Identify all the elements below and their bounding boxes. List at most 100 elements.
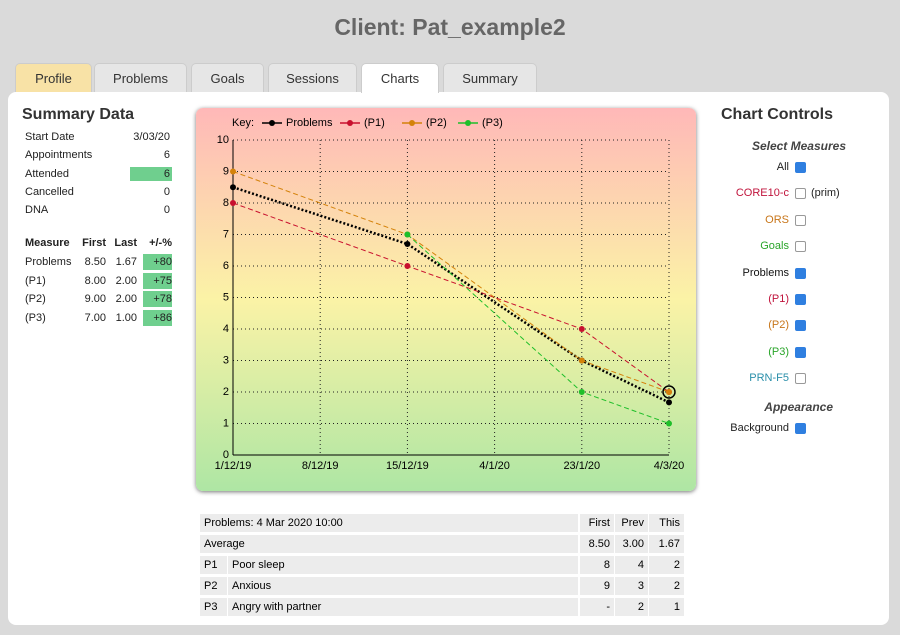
y-tick-label: 2 [223,386,229,398]
measure-cell: +75 [143,272,172,289]
table-cell: 1.67 [649,535,684,553]
measure-cell: 9.00 [84,293,106,305]
table-cell: P2 [200,577,227,595]
x-tick-label: 4/1/20 [479,460,510,472]
measure-label: Goals [760,240,789,253]
table-cell: - [580,598,614,616]
tab[interactable]: Charts [361,63,439,93]
y-tick-label: 0 [223,449,229,461]
measure-header: Measure [25,237,70,249]
x-tick-label: 8/12/19 [302,460,339,472]
measure-cell: (P3) [25,311,46,324]
table-cell: P3 [200,598,227,616]
tab[interactable]: Sessions [268,63,357,92]
checkbox[interactable] [795,346,806,358]
table-cell: 9 [580,577,614,595]
checkbox[interactable] [795,320,806,332]
x-tick-label: 1/12/19 [215,460,252,472]
summary-title: Summary Data [22,106,135,123]
series-line [232,171,670,393]
chart: 0 1 2 3 4 5 6 7 8 9 10 1/12/19 8/12/19 15/12/19 4/1/20… [196,108,696,491]
table-cell: Poor sleep [228,556,578,574]
table-cell: Average [200,535,578,553]
chart-background [196,108,696,491]
measure-label: (P1) [768,293,789,305]
legend-label: Problems [286,117,333,129]
point [578,326,585,332]
tab[interactable]: Profile [15,63,92,92]
measure-label: All [776,161,789,173]
table-cell: 3.00 [615,535,648,553]
point [578,357,585,364]
controls-title: Chart Controls [721,106,833,123]
measure-cell: +86 [143,309,172,326]
table-header: Problems: 4 Mar 2020 10:00 [200,514,578,532]
table-cell: P1 [200,556,227,574]
table-cell: 4 [615,556,648,574]
summary-value: 3/03/20 [133,131,170,143]
checkbox[interactable] [795,188,806,200]
summary-label: Start Date [25,131,75,143]
point [666,399,672,406]
measure-cell: 1.67 [115,256,137,268]
table-cell: 2 [615,598,648,616]
table-header: Prev [615,514,648,532]
table-cell: 2 [649,577,684,595]
measures-title: Select Measures [751,139,846,153]
checkbox[interactable] [795,267,806,279]
point [404,231,411,238]
target [662,385,676,399]
measure-cell: 8.50 [84,256,106,268]
x-tick-label: 23/1/20 [563,460,600,472]
legend-title: Key: [232,117,254,129]
series-line [232,186,670,404]
legend-dot [465,120,471,126]
measure-note: (prim) [811,187,840,200]
point [404,240,411,247]
checkbox[interactable] [795,241,806,253]
measure-label: Problems [742,266,789,279]
summary-label: Appointments [25,149,93,162]
measure-cell: 2.00 [115,293,137,305]
table-header: First [580,514,614,532]
legend-label: (P2) [426,117,447,129]
table-cell: 3 [615,577,648,595]
point [230,184,236,191]
tab[interactable]: Problems [94,63,187,92]
checkbox[interactable] [795,294,806,305]
point [230,168,236,175]
measure-cell: 1.00 [115,311,137,324]
legend-label: (P3) [482,117,503,129]
legend-label: (P1) [364,117,385,129]
appearance-title: Appearance [764,400,833,414]
measure-cell: Problems [25,256,72,268]
measure-cell: (P1) [25,274,46,287]
chart-svg: 0 1 2 3 4 5 6 7 8 9 10 1/12/19 8/12/19 15/12/19 4/1/20… [196,108,696,491]
measure-cell: 2.00 [115,274,137,287]
summary-value: 0 [163,185,170,198]
point [578,389,585,395]
legend-dot [347,120,353,126]
measure-cell: +78 [143,291,172,307]
y-tick-label: 10 [217,134,229,146]
tab[interactable]: Goals [191,63,264,92]
legend-dot [269,120,275,126]
table-cell: 1 [649,598,684,616]
table-cell: Anxious [228,577,578,595]
tab[interactable]: Summary [443,63,537,92]
measure-label: (P2) [768,319,789,332]
checkbox[interactable] [795,423,806,434]
table-header: This [649,514,684,532]
measure-header: First [82,237,106,249]
checkbox[interactable] [795,162,806,173]
point [404,263,411,269]
checkbox[interactable] [795,373,806,385]
table-cell: 8 [580,556,614,574]
y-tick-label: 3 [223,354,229,366]
y-tick-label: 4 [223,323,229,335]
checkbox[interactable] [795,214,806,226]
y-tick-label: 8 [223,197,229,209]
summary-value: 6 [163,149,170,162]
summary-label: Attended [25,167,70,180]
